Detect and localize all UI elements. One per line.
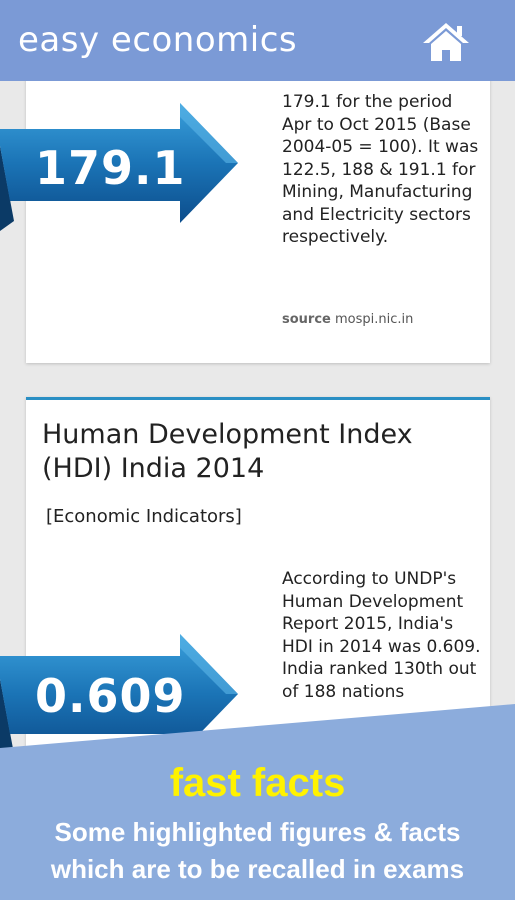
- fact-description: 179.1 for the period Apr to Oct 2015 (Ba…: [282, 92, 479, 247]
- source-label: source: [282, 312, 331, 327]
- highlight-value: 0.609: [35, 669, 186, 723]
- home-icon[interactable]: [421, 20, 471, 64]
- promo-subtitle: Some highlighted figures & facts which a…: [0, 814, 515, 888]
- value-arrow-banner: [0, 103, 238, 231]
- source-line: source mospi.nic.in: [282, 312, 413, 327]
- app-title: easy economics: [18, 20, 298, 60]
- fact-card[interactable]: 179.1 for the period Apr to Oct 2015 (Ba…: [26, 81, 490, 363]
- app-bar: easy economics: [0, 0, 515, 81]
- promo-subtitle-line: which are to be recalled in exams: [50, 854, 465, 884]
- fact-category: [Economic Indicators]: [46, 506, 242, 527]
- promo-title: fast facts: [169, 761, 346, 805]
- highlight-value: 179.1: [35, 141, 186, 195]
- source-value: mospi.nic.in: [335, 312, 414, 327]
- fact-description: According to UNDP's Human Development Re…: [282, 569, 481, 702]
- promo-subtitle-line: Some highlighted figures & facts: [54, 817, 461, 847]
- fact-title: Human Development Index (HDI) India 2014: [42, 419, 413, 484]
